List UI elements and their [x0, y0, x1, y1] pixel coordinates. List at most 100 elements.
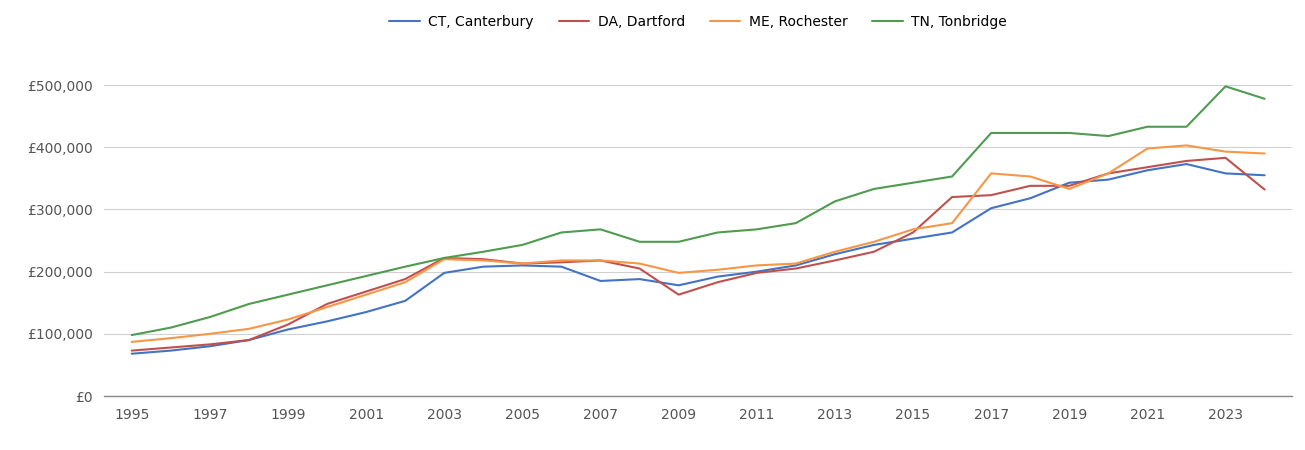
TN, Tonbridge: [788, 220, 804, 226]
ME, Rochester: [1100, 171, 1116, 176]
CT, Canterbury: [867, 242, 882, 248]
DA, Dartford: [749, 270, 765, 275]
ME, Rochester: [163, 335, 179, 341]
ME, Rochester: [1257, 151, 1272, 156]
ME, Rochester: [514, 261, 530, 266]
ME, Rochester: [592, 258, 608, 263]
ME, Rochester: [553, 258, 569, 263]
DA, Dartford: [1022, 183, 1037, 189]
CT, Canterbury: [1218, 171, 1233, 176]
TN, Tonbridge: [984, 130, 1000, 135]
CT, Canterbury: [1139, 167, 1155, 173]
CT, Canterbury: [1022, 196, 1037, 201]
CT, Canterbury: [163, 348, 179, 353]
TN, Tonbridge: [320, 283, 335, 288]
ME, Rochester: [710, 267, 726, 272]
DA, Dartford: [320, 301, 335, 306]
DA, Dartford: [827, 258, 843, 263]
CT, Canterbury: [1061, 180, 1077, 185]
ME, Rochester: [749, 263, 765, 268]
Line: TN, Tonbridge: TN, Tonbridge: [132, 86, 1265, 335]
CT, Canterbury: [202, 343, 218, 349]
ME, Rochester: [1139, 146, 1155, 151]
DA, Dartford: [202, 342, 218, 347]
ME, Rochester: [281, 317, 296, 322]
DA, Dartford: [710, 279, 726, 285]
ME, Rochester: [1178, 143, 1194, 148]
TN, Tonbridge: [124, 333, 140, 338]
TN, Tonbridge: [632, 239, 647, 244]
DA, Dartford: [436, 255, 452, 261]
DA, Dartford: [671, 292, 686, 297]
TN, Tonbridge: [514, 242, 530, 248]
TN, Tonbridge: [163, 325, 179, 330]
DA, Dartford: [359, 289, 375, 294]
DA, Dartford: [945, 194, 960, 200]
CT, Canterbury: [241, 338, 257, 343]
ME, Rochester: [320, 304, 335, 310]
ME, Rochester: [397, 279, 412, 285]
DA, Dartford: [984, 193, 1000, 198]
DA, Dartford: [867, 249, 882, 254]
DA, Dartford: [1100, 171, 1116, 176]
TN, Tonbridge: [436, 255, 452, 261]
CT, Canterbury: [827, 252, 843, 257]
DA, Dartford: [163, 345, 179, 350]
TN, Tonbridge: [475, 249, 491, 254]
CT, Canterbury: [984, 206, 1000, 211]
CT, Canterbury: [788, 263, 804, 268]
CT, Canterbury: [1100, 177, 1116, 182]
TN, Tonbridge: [1100, 133, 1116, 139]
CT, Canterbury: [671, 283, 686, 288]
ME, Rochester: [359, 292, 375, 297]
ME, Rochester: [1022, 174, 1037, 179]
TN, Tonbridge: [592, 227, 608, 232]
CT, Canterbury: [553, 264, 569, 270]
CT, Canterbury: [475, 264, 491, 270]
DA, Dartford: [514, 261, 530, 266]
Legend: CT, Canterbury, DA, Dartford, ME, Rochester, TN, Tonbridge: CT, Canterbury, DA, Dartford, ME, Roches…: [384, 9, 1013, 35]
DA, Dartford: [1139, 164, 1155, 170]
Line: CT, Canterbury: CT, Canterbury: [132, 164, 1265, 354]
ME, Rochester: [906, 227, 921, 232]
DA, Dartford: [1061, 183, 1077, 189]
DA, Dartford: [1218, 155, 1233, 161]
ME, Rochester: [984, 171, 1000, 176]
TN, Tonbridge: [945, 174, 960, 179]
TN, Tonbridge: [1061, 130, 1077, 135]
TN, Tonbridge: [241, 301, 257, 306]
DA, Dartford: [632, 266, 647, 271]
CT, Canterbury: [592, 278, 608, 284]
CT, Canterbury: [749, 269, 765, 274]
TN, Tonbridge: [671, 239, 686, 244]
TN, Tonbridge: [553, 230, 569, 235]
DA, Dartford: [788, 266, 804, 271]
CT, Canterbury: [281, 327, 296, 332]
TN, Tonbridge: [1022, 130, 1037, 135]
CT, Canterbury: [906, 236, 921, 241]
TN, Tonbridge: [281, 292, 296, 297]
CT, Canterbury: [710, 274, 726, 279]
ME, Rochester: [1061, 186, 1077, 192]
DA, Dartford: [475, 256, 491, 262]
ME, Rochester: [827, 249, 843, 254]
TN, Tonbridge: [827, 198, 843, 204]
TN, Tonbridge: [359, 273, 375, 279]
DA, Dartford: [906, 230, 921, 235]
ME, Rochester: [124, 339, 140, 345]
TN, Tonbridge: [749, 227, 765, 232]
TN, Tonbridge: [867, 186, 882, 192]
ME, Rochester: [788, 261, 804, 266]
TN, Tonbridge: [906, 180, 921, 185]
CT, Canterbury: [514, 263, 530, 268]
DA, Dartford: [241, 338, 257, 343]
TN, Tonbridge: [202, 315, 218, 320]
CT, Canterbury: [397, 298, 412, 304]
CT, Canterbury: [632, 276, 647, 282]
CT, Canterbury: [1178, 162, 1194, 167]
DA, Dartford: [124, 348, 140, 353]
TN, Tonbridge: [1178, 124, 1194, 130]
TN, Tonbridge: [1257, 96, 1272, 101]
DA, Dartford: [281, 322, 296, 327]
DA, Dartford: [1257, 187, 1272, 192]
